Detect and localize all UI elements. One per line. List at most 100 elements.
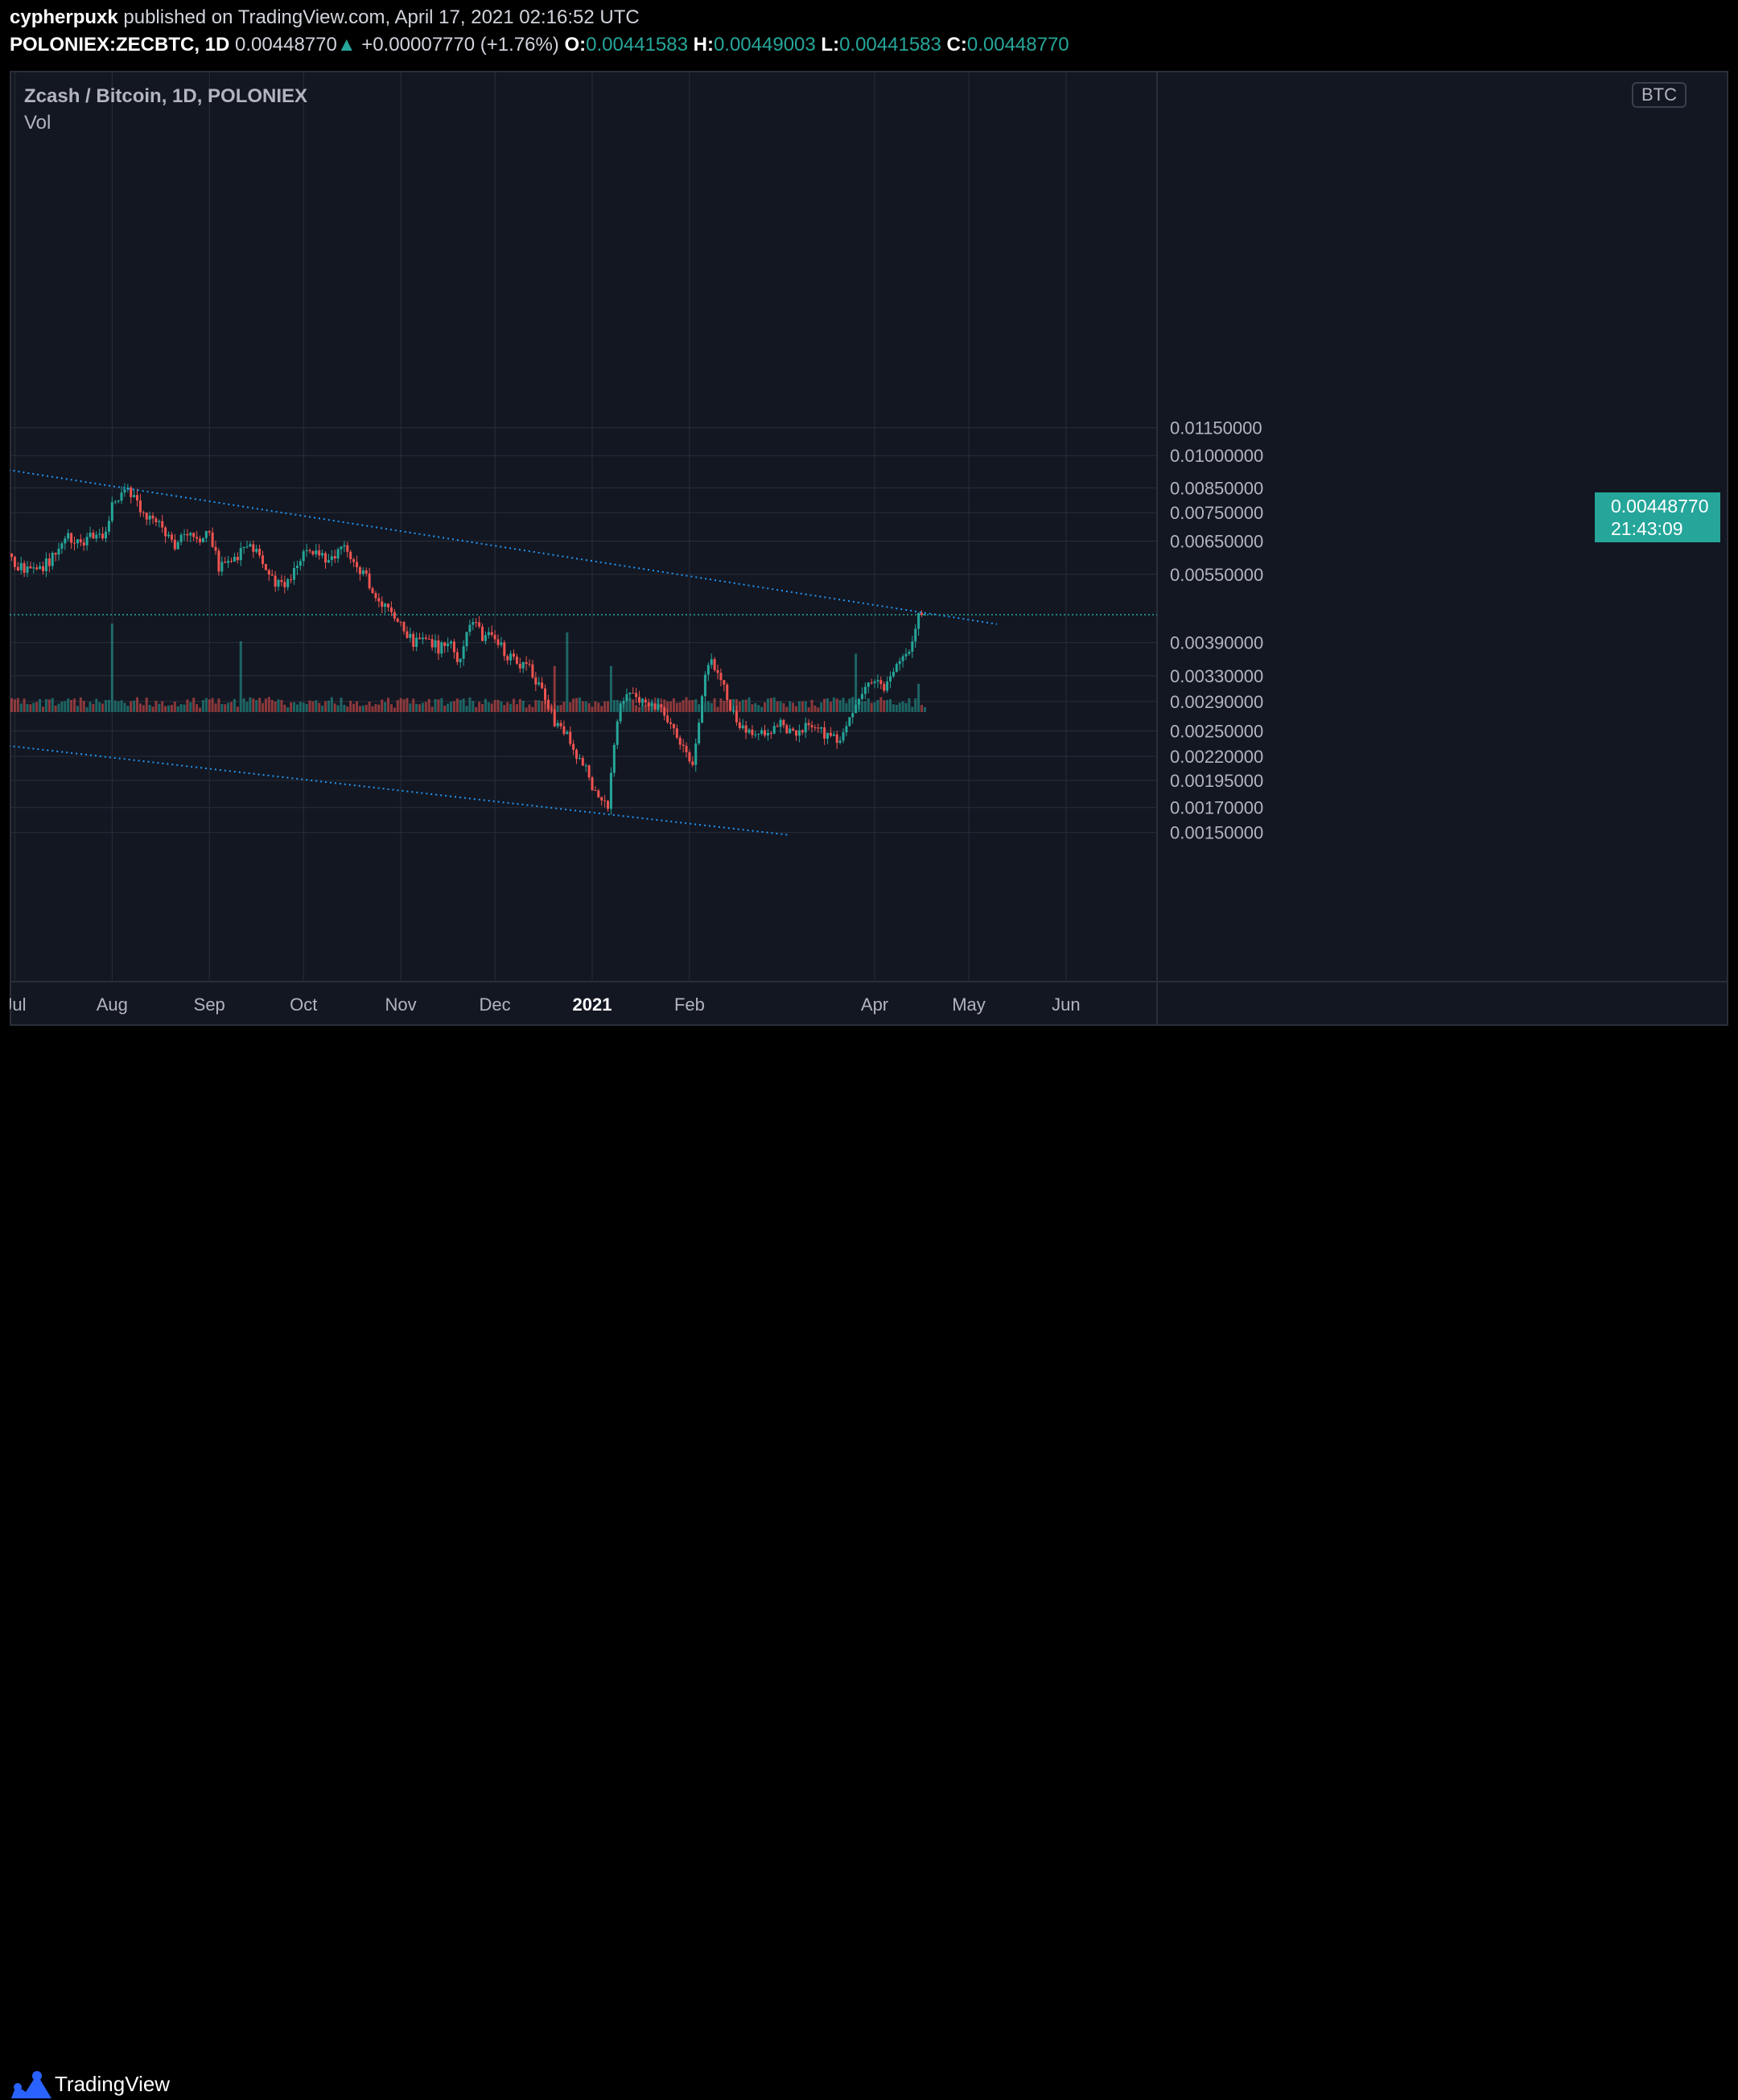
candle-body (340, 546, 343, 549)
volume-bar (133, 701, 135, 712)
candle-body (795, 731, 797, 736)
candle-body (468, 625, 471, 632)
candle-body (560, 723, 562, 727)
candle-body (174, 540, 176, 550)
volume-bar (579, 698, 581, 712)
candle-body (660, 704, 662, 707)
volume-bar (45, 699, 47, 712)
volume-bar (588, 703, 591, 712)
candle-body (27, 566, 29, 573)
candle-body (537, 682, 540, 684)
candle-body (534, 677, 537, 685)
volume-bar (905, 703, 908, 712)
volume-bar (384, 702, 386, 712)
volume-bar (610, 666, 612, 712)
candle-body (522, 662, 525, 669)
candle-body (343, 546, 345, 547)
volume-bar (704, 702, 706, 712)
volume-bar (688, 700, 690, 712)
volume-bar (369, 702, 371, 712)
price-chart[interactable]: 0.001500000.001700000.001950000.00220000… (10, 71, 1728, 1026)
x-tick-label: Jun (1052, 994, 1080, 1015)
candle-body (403, 622, 406, 631)
tradingview-brand[interactable]: TradingView (55, 2072, 170, 2097)
volume-bar (83, 701, 85, 712)
volume-bar (876, 700, 879, 712)
candle-body (208, 531, 211, 533)
candle-body (782, 720, 785, 726)
volume-bar (676, 703, 678, 712)
candle-body (742, 726, 744, 728)
candle-body (303, 551, 305, 561)
volume-bar (105, 700, 107, 712)
author-name[interactable]: cypherpuxk (10, 6, 118, 28)
candle-body (478, 622, 480, 626)
volume-bar (142, 705, 145, 712)
volume-bar (792, 702, 794, 712)
volume-bar (554, 666, 556, 712)
volume-bar (666, 702, 669, 712)
volume-bar (64, 701, 66, 712)
candle-body (324, 553, 327, 562)
candle-body (500, 643, 502, 645)
tradingview-logo-icon[interactable] (10, 2068, 53, 2100)
header: cypherpuxk published on TradingView.com,… (0, 0, 1738, 69)
volume-bar (811, 700, 813, 712)
volume-bar (10, 698, 13, 712)
volume-bar (86, 707, 89, 712)
candle-body (562, 727, 565, 735)
candle-body (509, 653, 512, 660)
volume-bar (233, 699, 236, 712)
candle-body (255, 549, 257, 552)
volume-bar (883, 700, 885, 712)
volume-bar (183, 705, 186, 712)
candle-body (707, 665, 710, 674)
volume-bar (729, 699, 731, 712)
volume-bar (252, 698, 254, 712)
volume-bar (782, 703, 785, 712)
candle-body (349, 552, 352, 559)
volume-bar (623, 701, 625, 712)
candle-body (83, 542, 85, 546)
volume-bar (600, 706, 603, 712)
volume-bar (437, 699, 439, 712)
candle-body (905, 654, 908, 657)
volume-bar (400, 698, 402, 712)
volume-bar (654, 706, 657, 712)
candle-body (359, 567, 361, 574)
candle-body (691, 761, 694, 764)
volume-bar (265, 698, 267, 712)
volume-bar (406, 698, 408, 712)
candle-body (278, 580, 280, 587)
candle-body (491, 632, 493, 635)
volume-bar (415, 704, 418, 712)
candle-body (484, 635, 487, 640)
currency-badge[interactable]: BTC (1632, 82, 1687, 108)
candle-body (29, 566, 31, 568)
candle-body (397, 619, 399, 622)
volume-bar (98, 702, 101, 712)
candle-body (836, 735, 838, 743)
candle-body (372, 588, 374, 593)
symbol-label: POLONIEX:ZECBTC, 1D (10, 34, 229, 56)
volume-bar (544, 698, 546, 712)
volume-bar (557, 706, 559, 712)
volume-bar (403, 699, 406, 712)
volume-bar (842, 698, 845, 712)
candle-body (258, 549, 261, 555)
volume-bar (418, 704, 421, 712)
candle-body (32, 567, 35, 568)
candle-body (579, 758, 581, 759)
low-value: 0.00441583 (839, 34, 941, 56)
candle-body (585, 765, 587, 766)
volume-bar (318, 703, 320, 712)
candle-body (638, 697, 640, 702)
footer: TradingView (0, 1027, 1738, 1086)
candle-body (105, 532, 107, 538)
candle-body (437, 640, 439, 654)
candle-body (686, 746, 688, 752)
volume-bar (513, 698, 515, 712)
candle-body (710, 659, 713, 665)
volume-bar (324, 702, 327, 712)
volume-bar (186, 699, 188, 712)
